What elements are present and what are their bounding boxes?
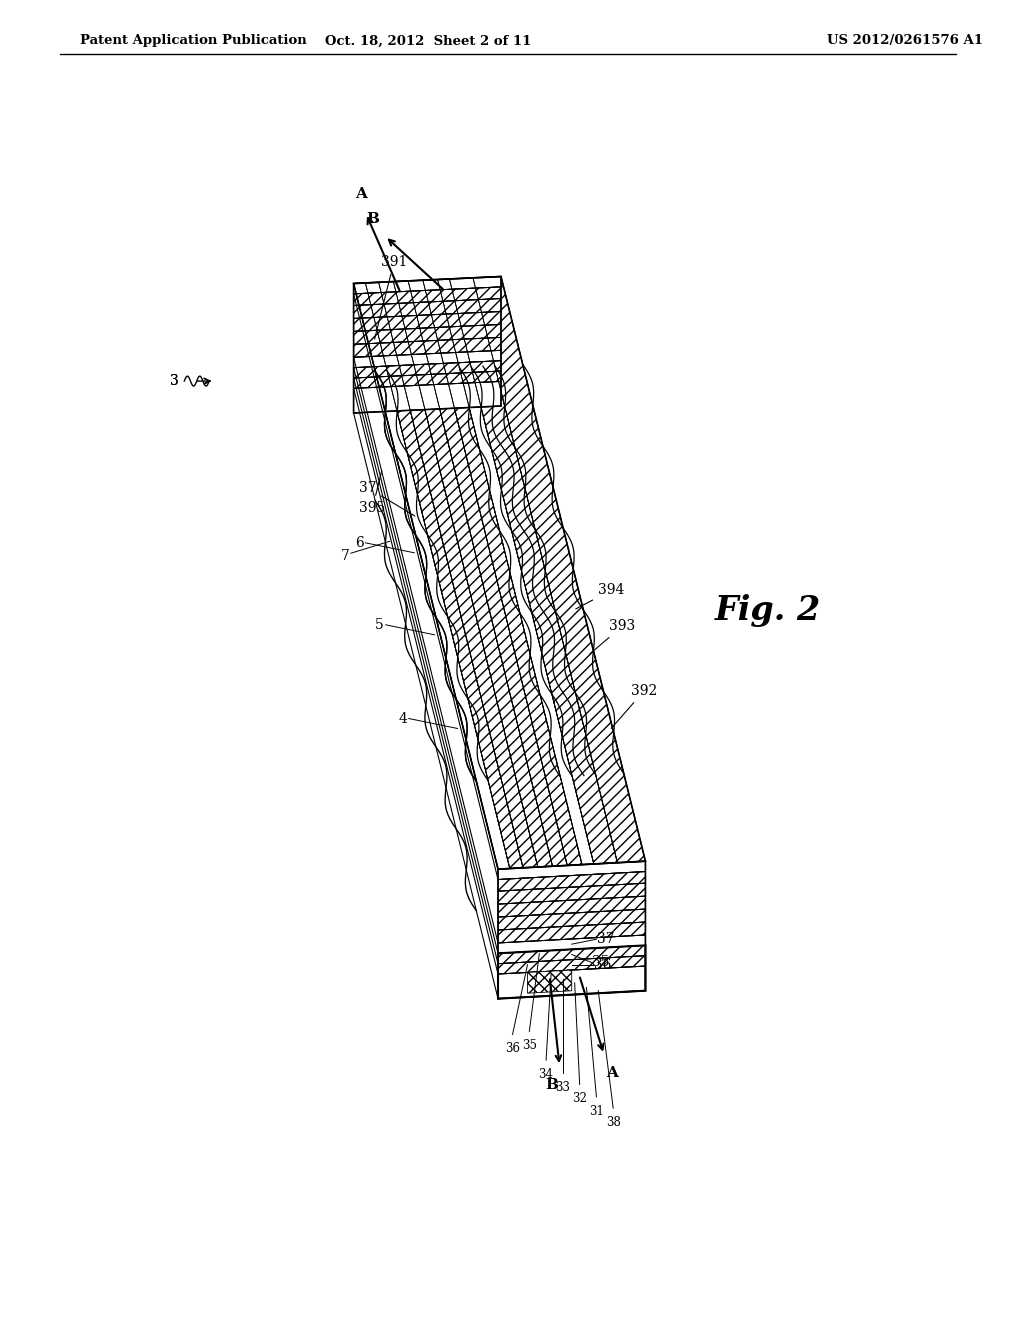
Text: Oct. 18, 2012  Sheet 2 of 11: Oct. 18, 2012 Sheet 2 of 11	[325, 34, 531, 48]
Polygon shape	[353, 276, 501, 294]
Polygon shape	[353, 381, 501, 413]
Text: 4: 4	[398, 711, 408, 726]
Text: 394: 394	[575, 583, 625, 609]
Text: 33: 33	[555, 1081, 570, 1093]
Polygon shape	[353, 298, 501, 318]
Text: 7: 7	[340, 549, 349, 564]
Text: 32: 32	[572, 1093, 587, 1105]
Polygon shape	[353, 360, 501, 378]
Polygon shape	[409, 280, 567, 866]
Text: 31: 31	[589, 1105, 604, 1118]
Text: A: A	[606, 1067, 617, 1081]
Polygon shape	[498, 871, 645, 891]
Text: 5: 5	[376, 618, 384, 632]
Polygon shape	[353, 312, 501, 331]
Polygon shape	[423, 280, 582, 866]
Polygon shape	[353, 276, 501, 413]
Polygon shape	[353, 286, 501, 305]
Polygon shape	[498, 883, 645, 904]
Text: Fig. 2: Fig. 2	[715, 594, 821, 627]
Text: 6: 6	[355, 536, 364, 550]
Polygon shape	[353, 325, 501, 345]
Text: A: A	[355, 187, 367, 202]
Polygon shape	[353, 282, 510, 869]
Polygon shape	[450, 277, 617, 865]
Polygon shape	[498, 861, 645, 999]
Text: 395: 395	[359, 471, 386, 515]
Text: 393: 393	[590, 619, 636, 653]
Text: B: B	[545, 1078, 558, 1092]
Text: 3: 3	[170, 374, 178, 388]
Text: 35: 35	[592, 956, 609, 969]
Text: 38: 38	[606, 1117, 621, 1129]
Polygon shape	[393, 281, 553, 867]
Polygon shape	[527, 970, 571, 993]
Polygon shape	[498, 896, 645, 917]
Text: 392: 392	[611, 684, 657, 729]
Polygon shape	[353, 338, 501, 358]
Polygon shape	[498, 966, 645, 999]
Text: 34: 34	[539, 1068, 554, 1081]
Text: 37: 37	[597, 932, 614, 946]
Polygon shape	[498, 923, 645, 942]
Text: 36: 36	[505, 1043, 520, 1056]
Polygon shape	[353, 371, 501, 388]
Text: 35: 35	[522, 1039, 537, 1052]
Polygon shape	[498, 956, 645, 974]
Polygon shape	[498, 909, 645, 931]
Polygon shape	[379, 281, 538, 867]
Text: 36: 36	[594, 958, 611, 972]
Text: 37: 37	[358, 480, 415, 516]
Text: 3: 3	[170, 374, 178, 388]
Polygon shape	[366, 282, 523, 869]
Polygon shape	[473, 276, 645, 863]
Polygon shape	[498, 935, 645, 953]
Polygon shape	[437, 279, 594, 865]
Polygon shape	[498, 945, 645, 964]
Polygon shape	[353, 276, 645, 869]
Text: 391: 391	[375, 255, 407, 339]
Text: US 2012/0261576 A1: US 2012/0261576 A1	[826, 34, 983, 48]
Text: B: B	[367, 213, 380, 226]
Text: Patent Application Publication: Patent Application Publication	[80, 34, 306, 48]
Polygon shape	[353, 350, 501, 368]
Polygon shape	[498, 861, 645, 879]
